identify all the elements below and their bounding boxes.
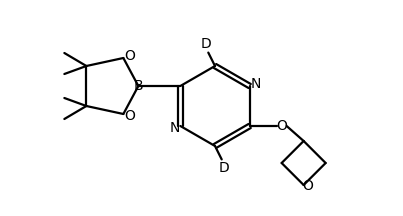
Text: O: O [124,49,135,63]
Text: O: O [302,179,313,193]
Text: O: O [276,119,287,133]
Text: D: D [201,37,212,51]
Text: N: N [169,121,180,135]
Text: B: B [133,79,143,93]
Text: N: N [250,77,261,91]
Text: D: D [218,161,229,175]
Text: O: O [124,109,135,123]
